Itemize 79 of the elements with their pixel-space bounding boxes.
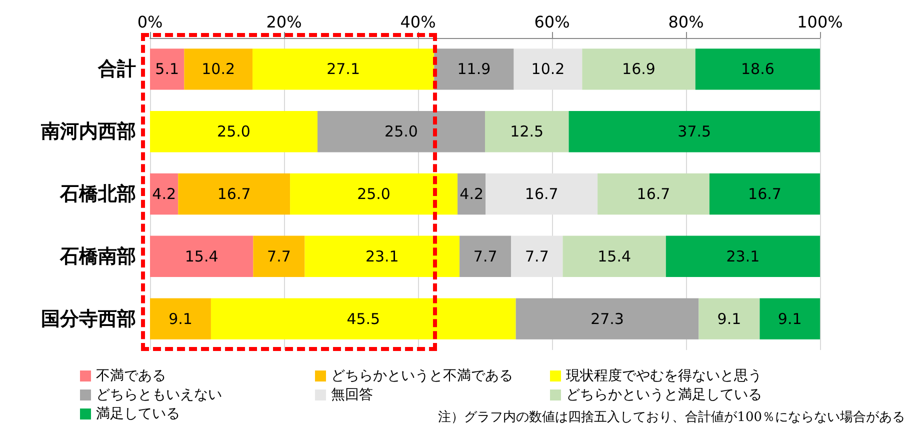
bar (582, 48, 696, 90)
data-label: 16.9 (622, 60, 656, 78)
data-label: 4.2 (152, 185, 176, 203)
data-label: 16.7 (748, 185, 782, 203)
data-label: 27.3 (590, 310, 624, 328)
bar (458, 173, 486, 215)
bar (568, 111, 820, 152)
data-label: 45.5 (346, 310, 380, 328)
data-label: 5.1 (155, 60, 180, 78)
data-label: 11.9 (457, 60, 491, 78)
bar (150, 111, 318, 152)
bar (598, 173, 710, 215)
bar (150, 48, 184, 90)
y-tick-label: 石橋南部 (59, 245, 136, 268)
data-label: 15.4 (598, 247, 632, 266)
bar (150, 298, 211, 340)
bar (150, 173, 178, 215)
x-tick-label: 20% (266, 12, 302, 32)
bar (709, 173, 820, 215)
x-tick-label: 60% (534, 12, 570, 32)
data-label: 18.6 (740, 60, 774, 78)
text: 注）グラフ内の数値は四捨五入しており、合計値が100％にならない場合がある (438, 410, 906, 425)
x-tick-label: 40% (400, 12, 436, 32)
data-label: 37.5 (678, 122, 712, 141)
legend-label: 無回答 (331, 387, 373, 403)
y-tick-label: 南河内西部 (40, 120, 136, 143)
x-tick-label: 100% (797, 12, 843, 32)
bar (511, 236, 563, 277)
bar (760, 298, 820, 340)
bar (184, 48, 253, 90)
data-label: 25.0 (357, 185, 390, 203)
data-label: 16.7 (524, 185, 558, 203)
data-label: 7.7 (473, 247, 498, 266)
bar (516, 298, 699, 340)
data-label: 16.7 (636, 185, 670, 203)
data-label: 10.2 (202, 60, 236, 78)
data-label: 25.0 (217, 122, 250, 141)
bar (562, 236, 666, 277)
legend-label: 満足している (96, 406, 180, 422)
bar (514, 48, 582, 90)
data-label: 27.1 (326, 60, 360, 78)
data-label: 15.4 (184, 247, 218, 266)
bar (486, 173, 598, 215)
bar (666, 236, 820, 277)
bar (150, 236, 254, 277)
data-label: 16.7 (217, 185, 251, 203)
bar (253, 236, 305, 277)
data-label: 23.1 (726, 247, 760, 266)
data-label: 25.0 (384, 122, 418, 141)
x-tick-label: 80% (668, 12, 704, 32)
legend-label: どちらかというと不満である (331, 368, 513, 384)
data-label: 4.2 (460, 185, 484, 203)
y-tick-label: 石橋北部 (59, 183, 136, 205)
y-tick-label: 合計 (97, 58, 136, 80)
bar (434, 48, 514, 90)
data-label: 7.7 (267, 247, 291, 266)
bar (318, 111, 485, 152)
bar (178, 173, 290, 215)
legend-label: 不満である (96, 368, 166, 384)
bar (695, 48, 820, 90)
data-label: 9.1 (717, 310, 742, 328)
data-label: 9.1 (168, 310, 192, 328)
bar (698, 298, 760, 340)
legend-label: どちらかというと満足している (566, 387, 762, 403)
data-label: 10.2 (531, 60, 565, 78)
bar (485, 111, 569, 152)
bar (290, 173, 458, 215)
data-label: 9.1 (778, 310, 802, 328)
y-tick-label: 国分寺西部 (41, 308, 136, 330)
legend-label: 現状程度でやむを得ないと思う (566, 368, 762, 384)
legend-label: どちらともいえない (96, 387, 222, 403)
x-tick-label: 0% (137, 12, 163, 32)
data-label: 7.7 (524, 247, 549, 266)
data-label: 23.1 (365, 247, 399, 266)
bar (460, 236, 512, 277)
data-label: 12.5 (510, 122, 544, 141)
bar (252, 48, 434, 90)
bar (210, 298, 516, 340)
bar (304, 236, 460, 277)
